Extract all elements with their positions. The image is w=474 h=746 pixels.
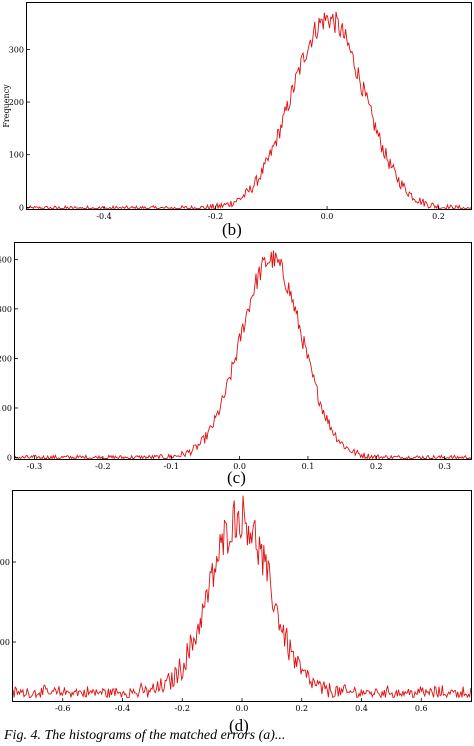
y-axis-label: Frequency xyxy=(2,84,11,128)
chart-2-axes: -0.3 -0.2 -0.1 0.0 0.1 0.2 0.3 0 100 200 300 400 xyxy=(0,255,451,471)
x-tick-label: 0.2 xyxy=(295,704,308,713)
x-tick-label: 0.1 xyxy=(302,462,315,471)
figure-caption: Fig. 4. The histograms of the matched er… xyxy=(4,728,286,743)
x-tick-label: 0.0 xyxy=(233,462,246,471)
chart-panel-3: -0.6 -0.4 -0.2 0.0 0.2 0.4 0.6 200 300 xyxy=(0,488,474,724)
y-tick-label: 300 xyxy=(9,45,24,54)
panel-label-c: (c) xyxy=(227,468,246,487)
x-tick-label: 0.2 xyxy=(432,212,445,221)
y-tick-label: 200 xyxy=(0,354,12,363)
x-tick-label: 0.3 xyxy=(438,462,451,471)
plot-area-1 xyxy=(26,2,472,210)
y-tick-label: 100 xyxy=(0,404,12,413)
x-tick-label: 0.0 xyxy=(236,704,249,713)
panel-label-b: (b) xyxy=(222,220,242,239)
y-tick-label: 100 xyxy=(9,151,24,160)
x-tick-label: 0.6 xyxy=(415,704,428,713)
y-tick-label: 300 xyxy=(0,558,10,567)
chart-3-axes: -0.6 -0.4 -0.2 0.0 0.2 0.4 0.6 200 300 xyxy=(0,558,428,713)
chart-panel-2: -0.3 -0.2 -0.1 0.0 0.1 0.2 0.3 0 100 200 300 400 xyxy=(0,240,474,480)
series-line xyxy=(15,250,471,459)
x-tick-label: -0.4 xyxy=(96,212,111,221)
x-tick-label: -0.3 xyxy=(27,462,42,471)
chart-panel-1: -0.4 -0.2 0.0 0.2 0 100 200 300 Frequency xyxy=(0,0,474,232)
y-tick-label: 300 xyxy=(0,305,12,314)
x-tick-label: -0.1 xyxy=(164,462,179,471)
chart-1-axes: -0.4 -0.2 0.0 0.2 0 100 200 300 Frequency xyxy=(2,45,445,221)
chart-3-svg xyxy=(13,495,471,700)
x-tick-label: -0.2 xyxy=(95,462,110,471)
series-line xyxy=(13,495,471,700)
y-tick-label: 0 xyxy=(7,454,12,463)
series-line xyxy=(27,11,471,209)
x-tick-label: -0.6 xyxy=(55,704,70,713)
x-tick-label: 0.2 xyxy=(370,462,383,471)
x-tick-label: 0.0 xyxy=(321,212,334,221)
plot-area-2 xyxy=(14,242,472,460)
y-tick-label: 200 xyxy=(0,638,10,647)
plot-area-3 xyxy=(12,490,472,702)
chart-2-svg xyxy=(15,250,471,459)
x-tick-label: 0.4 xyxy=(355,704,368,713)
x-tick-label: -0.2 xyxy=(175,704,190,713)
y-tick-label: 400 xyxy=(0,255,12,264)
x-tick-label: -0.2 xyxy=(208,212,223,221)
x-tick-label: -0.4 xyxy=(115,704,130,713)
y-tick-label: 200 xyxy=(9,98,24,107)
chart-1-svg xyxy=(27,11,471,209)
y-tick-label: 0 xyxy=(19,203,24,212)
panel-label-d: (d) xyxy=(229,716,249,735)
